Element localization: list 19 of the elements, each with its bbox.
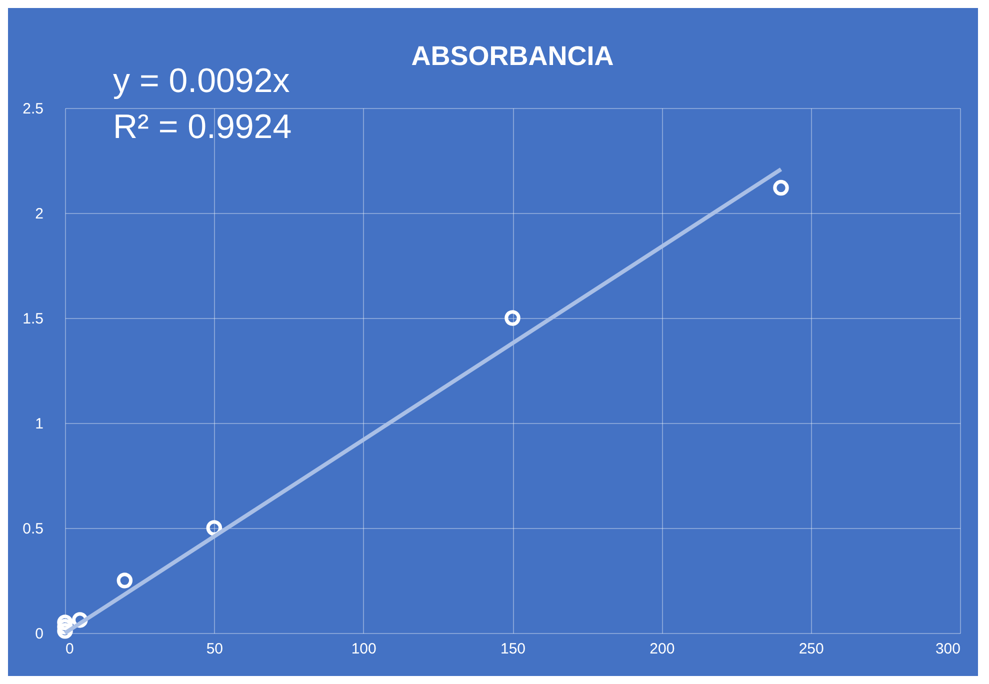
point xyxy=(116,572,133,588)
x-tick-label: 250 xyxy=(798,640,824,658)
point xyxy=(504,310,520,326)
x-tick-label: 200 xyxy=(650,640,675,658)
x-tick-label: 100 xyxy=(351,640,376,658)
x-tick-label: 50 xyxy=(206,640,224,658)
y-tick-label: 1 xyxy=(35,416,44,432)
y-tick-label: 1.5 xyxy=(22,310,44,328)
point xyxy=(773,180,789,196)
y-tick-label: 2 xyxy=(35,206,44,222)
y-tick-label: 0 xyxy=(35,626,44,642)
x-tick-label: 300 xyxy=(935,640,960,658)
annotation: R² = 0.9924 xyxy=(113,108,292,146)
y-tick-label: 0.5 xyxy=(22,520,44,538)
text: y = 0.0092x xyxy=(113,62,290,100)
x-tick-label: 0 xyxy=(66,640,74,658)
y-tick-label: 2.5 xyxy=(22,100,44,118)
chart-title: ABSORBANCIA xyxy=(411,41,614,71)
x-tick-label: 150 xyxy=(500,640,526,658)
